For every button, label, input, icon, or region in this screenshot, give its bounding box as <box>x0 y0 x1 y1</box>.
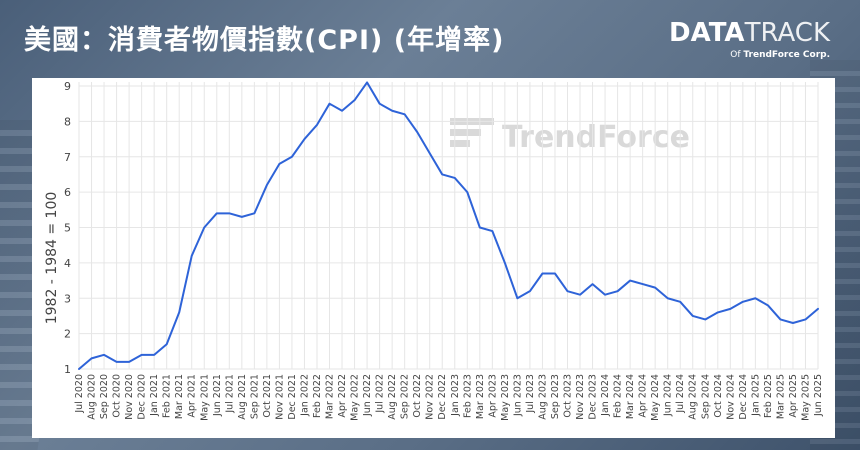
x-tick-label: Jul 2023 <box>525 374 536 414</box>
x-tick-label: May 2023 <box>500 374 511 421</box>
x-tick-label: Apr 2022 <box>337 374 348 418</box>
x-tick-label: Sep 2021 <box>249 374 260 419</box>
y-tick-label: 3 <box>64 292 71 305</box>
x-tick-label: Mar 2022 <box>325 374 336 419</box>
x-tick-label: Sep 2024 <box>700 374 711 419</box>
x-tick-label: Mar 2025 <box>775 374 786 419</box>
x-tick-label: Feb 2021 <box>162 374 173 418</box>
x-tick-label: Dec 2023 <box>588 374 599 420</box>
x-tick-label: Nov 2020 <box>124 374 135 420</box>
x-tick-label: Dec 2024 <box>738 374 749 420</box>
x-tick-label: Apr 2021 <box>187 374 198 418</box>
x-tick-label: Nov 2023 <box>575 374 586 420</box>
x-tick-label: Sep 2020 <box>99 374 110 419</box>
x-tick-label: Apr 2025 <box>788 374 799 418</box>
y-tick-label: 2 <box>64 328 71 341</box>
x-tick-label: Aug 2022 <box>387 374 398 420</box>
cpi-series-line <box>78 81 819 370</box>
x-tick-label: Dec 2022 <box>437 374 448 420</box>
x-tick-label: Feb 2025 <box>763 374 774 418</box>
page-title: 美國：消費者物價指數(CPI) (年增率) <box>24 25 505 56</box>
x-tick-label: Feb 2023 <box>462 374 473 418</box>
x-tick-label: Aug 2020 <box>87 374 98 420</box>
x-tick-label: Jun 2022 <box>362 374 373 417</box>
x-tick-label: Mar 2023 <box>475 374 486 419</box>
watermark: TrendForce <box>502 120 690 155</box>
x-tick-label: Oct 2023 <box>562 374 573 418</box>
y-tick-label: 9 <box>64 80 71 93</box>
x-tick-label: May 2022 <box>350 374 361 421</box>
x-tick-label: Nov 2024 <box>725 374 736 420</box>
y-tick-label: 5 <box>64 222 71 235</box>
x-tick-label: Oct 2020 <box>112 374 123 418</box>
x-tick-label: Jun 2021 <box>212 374 223 417</box>
x-tick-label: Feb 2022 <box>312 374 323 418</box>
y-tick-label: 8 <box>64 115 71 128</box>
y-axis-label: 1982 - 1984 = 100 <box>44 191 60 325</box>
x-tick-label: Apr 2023 <box>487 374 498 418</box>
y-tick-label: 1 <box>64 363 71 376</box>
y-tick-label: 7 <box>64 151 71 164</box>
x-tick-label: Jun 2024 <box>663 374 674 417</box>
logo-subtitle: Of TrendForce Corp. <box>669 50 830 60</box>
y-tick-label: 4 <box>64 257 71 270</box>
x-tick-label: Oct 2024 <box>713 374 724 418</box>
logo-sub-prefix: Of <box>730 50 744 60</box>
x-tick-label: Jan 2022 <box>299 374 310 417</box>
x-tick-label: Aug 2024 <box>688 374 699 420</box>
x-tick-label: Jul 2021 <box>224 374 235 414</box>
logo-brand-light: TRACK <box>744 18 830 48</box>
x-tick-label: Oct 2021 <box>262 374 273 418</box>
x-tick-label: Dec 2020 <box>137 374 148 420</box>
x-tick-label: Jan 2025 <box>750 374 761 417</box>
x-tick-label: Sep 2023 <box>550 374 561 419</box>
x-tick-label: Apr 2024 <box>638 374 649 418</box>
x-tick-label: Jun 2023 <box>512 374 523 417</box>
x-tick-label: Aug 2021 <box>237 374 248 420</box>
x-tick-label: Dec 2021 <box>287 374 298 420</box>
logo-sub-brand: TrendForce Corp. <box>743 50 830 60</box>
x-tick-label: Jan 2024 <box>600 374 611 417</box>
x-tick-label: Feb 2024 <box>613 374 624 418</box>
x-tick-label: May 2025 <box>800 374 811 421</box>
x-tick-label: Jul 2020 <box>74 374 85 414</box>
x-tick-label: Mar 2021 <box>174 374 185 419</box>
logo-brand-bold: DATA <box>669 18 745 48</box>
chart-panel: TrendForce 1 2 3 4 5 6 7 8 9 Jul 2020 Aug 2020 Sep … <box>32 78 835 438</box>
x-tick-label: Nov 2021 <box>274 374 285 420</box>
x-tick-label: Oct 2022 <box>412 374 423 418</box>
x-tick-label: May 2021 <box>199 374 210 421</box>
x-tick-label: Jul 2024 <box>675 374 686 414</box>
x-tick-label: May 2024 <box>650 374 661 421</box>
x-tick-label: Mar 2024 <box>625 374 636 419</box>
x-tick-label: Sep 2022 <box>400 374 411 419</box>
x-tick-label: Jan 2023 <box>450 374 461 417</box>
x-tick-label: Jul 2022 <box>375 374 386 414</box>
x-tick-label: Jan 2021 <box>149 374 160 417</box>
y-tick-label: 6 <box>64 186 71 199</box>
x-tick-label: Jun 2025 <box>813 374 824 417</box>
datatrack-logo: DATATRACK Of TrendForce Corp. <box>669 18 830 60</box>
x-tick-label: Aug 2023 <box>537 374 548 420</box>
x-tick-label: Nov 2022 <box>425 374 436 420</box>
